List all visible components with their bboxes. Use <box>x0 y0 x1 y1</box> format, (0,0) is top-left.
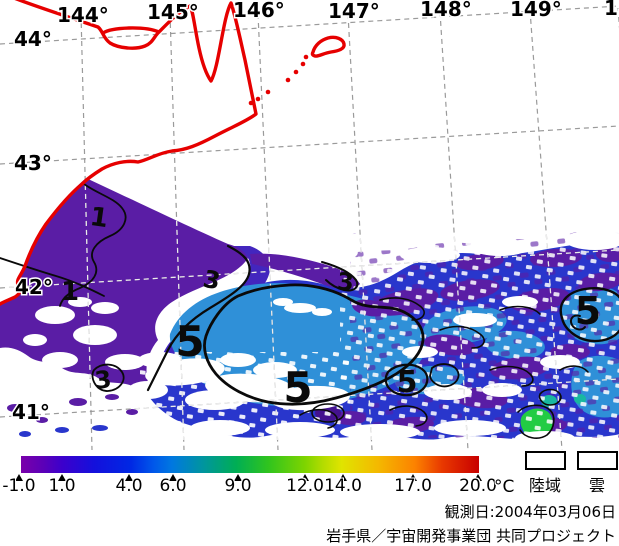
observation-date: 観測日:2004年03月06日 <box>444 503 616 521</box>
sst-region-purple <box>0 178 248 388</box>
colorbar-tick <box>339 474 347 481</box>
colorbar-tick <box>58 474 66 481</box>
sst-contours <box>0 183 619 439</box>
lon-label-147: 147° <box>328 0 380 23</box>
legend-cloud-box <box>577 451 618 470</box>
colorbar-tick-label: 14.0 <box>324 476 362 496</box>
lat-label-44: 44° <box>14 27 52 51</box>
lon-label-148: 148° <box>420 0 472 21</box>
lat-label-42: 42° <box>15 275 53 299</box>
sst-specks-bottom-left <box>7 394 138 437</box>
contour-label: 5 <box>283 363 312 412</box>
colorbar-tick <box>15 474 23 481</box>
lon-label-149: 149° <box>510 0 562 21</box>
colorbar-tick <box>169 474 177 481</box>
legend-panel: -1.0 1.0 4.0 6.0 9.0 12.0 14.0 17.0 20.0… <box>0 450 619 546</box>
lat-label-41: 41° <box>12 400 50 424</box>
coastline-layer <box>0 0 346 306</box>
kunashiri-island-outline <box>310 35 346 58</box>
colorbar-tick-label: 9.0 <box>224 476 252 496</box>
legend-land-box <box>525 451 566 470</box>
lagoon-outline <box>101 26 161 35</box>
colorbar-tick-label: 20.0 <box>459 476 497 496</box>
colorbar-tick-label: 12.0 <box>286 476 324 496</box>
contour-label: 3 <box>201 265 223 296</box>
contour-label: 5 <box>575 289 601 333</box>
colorbar-tick <box>125 474 133 481</box>
small-island-dots <box>248 54 309 106</box>
sst-contour-labels: 1 1 3 3 3 5 5 5 5 <box>61 202 601 412</box>
colorbar-tick-label: 6.0 <box>159 476 187 496</box>
graticule-labels: 144° 145° 146° 147° 148° 149° 150° 44° 4… <box>11 0 619 426</box>
legend-cloud-label: 雲 <box>588 476 606 495</box>
temperature-colorbar <box>21 456 479 473</box>
colorbar-tick-label: -1.0 <box>2 476 36 496</box>
lon-label-145: 145° <box>147 0 199 24</box>
legend-land-label: 陸域 <box>528 476 562 495</box>
contour-label: 1 <box>88 202 110 234</box>
project-credit: 岩手県／宇宙開発事業団 共同プロジェクト <box>326 527 616 545</box>
sst-map-canvas: 1 1 3 3 3 5 5 5 5 <box>0 0 619 450</box>
graticule <box>0 5 619 450</box>
lat-label-43: 43° <box>14 151 52 175</box>
sst-region-purple-band <box>250 253 360 290</box>
colorbar-tick-label: 1.0 <box>48 476 76 496</box>
colorbar-tick-label: 4.0 <box>115 476 143 496</box>
contour-label: 1 <box>61 277 79 307</box>
contour-label: 5 <box>397 365 418 400</box>
colorbar-tick <box>409 474 417 481</box>
colorbar-tick <box>234 474 242 481</box>
colorbar-tick-label: 17.0 <box>394 476 432 496</box>
colorbar-unit-label: °C <box>494 477 515 497</box>
cloud-layer <box>23 216 619 445</box>
lon-label-144: 144° <box>57 3 109 27</box>
contour-label: 3 <box>336 267 355 296</box>
contour-label: 3 <box>93 365 113 395</box>
contour-label: 5 <box>175 317 204 366</box>
colorbar-tick <box>301 474 309 481</box>
lon-label-146: 146° <box>233 0 285 22</box>
coastline-hokkaido <box>0 0 258 306</box>
colorbar-tick <box>474 474 482 481</box>
lon-label-150: 150° <box>604 0 619 20</box>
